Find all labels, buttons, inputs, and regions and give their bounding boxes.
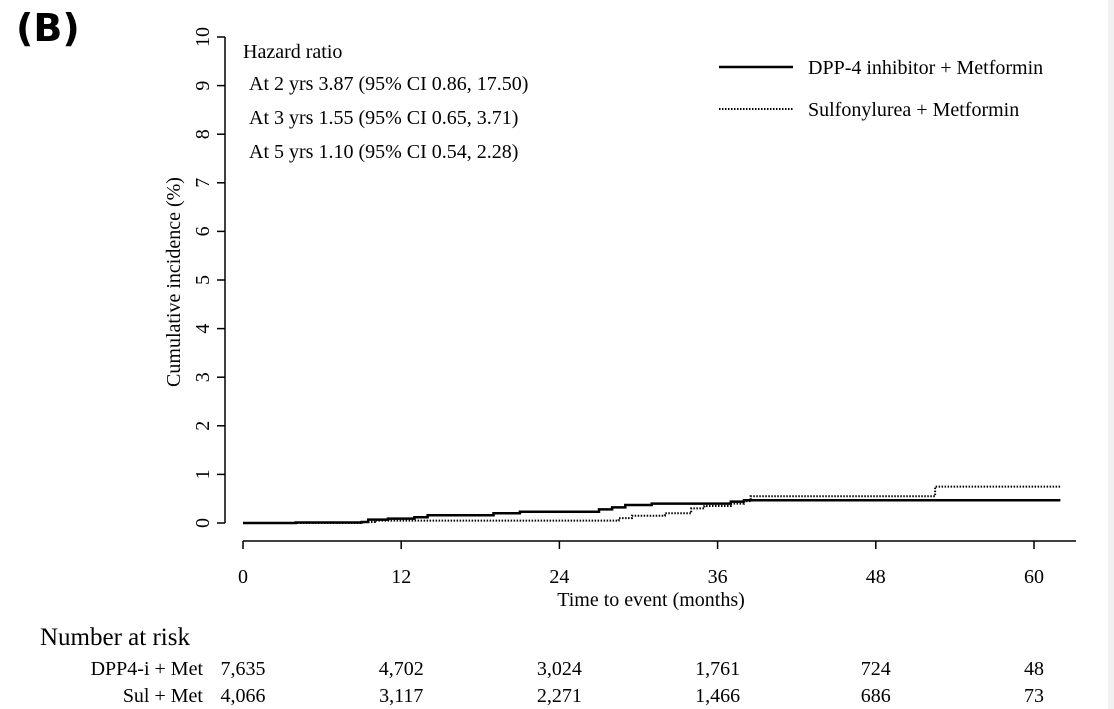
hazard-annotation: Hazard ratio At 2 yrs 3.87 (95% CI 0.86,… xyxy=(243,41,528,163)
y-tick-label: 5 xyxy=(192,275,214,285)
x-tick-label: 0 xyxy=(238,566,248,588)
legend: DPP-4 inhibitor + Metformin Sulfonylurea… xyxy=(719,57,1043,121)
x-tick-label: 36 xyxy=(708,566,728,588)
risk-value: 4,066 xyxy=(221,685,266,707)
y-tick-label: 6 xyxy=(192,226,214,236)
risk-title: Number at risk xyxy=(40,624,190,651)
risk-value: 724 xyxy=(861,658,891,680)
risk-value: 2,271 xyxy=(537,685,582,707)
x-tick-label: 60 xyxy=(1024,566,1044,588)
risk-value: 686 xyxy=(861,685,891,707)
y-tick-label: 1 xyxy=(192,469,214,479)
risk-value: 1,466 xyxy=(695,685,740,707)
hazard-line-1: At 2 yrs 3.87 (95% CI 0.86, 17.50) xyxy=(249,73,528,95)
risk-value: 7,635 xyxy=(221,658,266,680)
y-tick-label: 2 xyxy=(192,421,214,431)
panel-label: (B) xyxy=(16,6,80,50)
series-line-dpp4 xyxy=(243,498,1061,525)
scrollbar[interactable] xyxy=(1108,0,1114,709)
risk-value: 1,761 xyxy=(695,658,740,680)
risk-value: 3,024 xyxy=(537,658,582,680)
risk-value: 73 xyxy=(1024,685,1044,707)
hazard-line-3: At 5 yrs 1.10 (95% CI 0.54, 2.28) xyxy=(249,141,518,163)
risk-value: 3,117 xyxy=(379,685,423,707)
risk-values: 7,635 4,702 3,024 1,761 724 48 4,066 3,117 2,271… xyxy=(221,658,1045,707)
legend-label-dpp4: DPP-4 inhibitor + Metformin xyxy=(808,57,1043,79)
series-layer xyxy=(243,485,1061,525)
hazard-line-2: At 3 yrs 1.55 (95% CI 0.65, 3.71) xyxy=(249,107,518,129)
y-axis-label: Cumulative incidence (%) xyxy=(163,177,185,387)
legend-label-sul: Sulfonylurea + Metformin xyxy=(808,99,1019,121)
risk-row-label: DPP4-i + Met xyxy=(91,658,204,680)
risk-table: Number at risk DPP4-i + Met Sul + Met 7,… xyxy=(40,624,1044,707)
y-tick-label: 7 xyxy=(192,178,214,188)
y-tick-label: 4 xyxy=(192,324,214,334)
risk-value: 4,702 xyxy=(379,658,424,680)
risk-row-label: Sul + Met xyxy=(123,685,204,707)
x-axis-label: Time to event (months) xyxy=(557,589,745,611)
x-tick-label: 24 xyxy=(549,566,569,588)
risk-value: 48 xyxy=(1024,658,1044,680)
y-tick-label: 3 xyxy=(192,372,214,382)
x-tick-label: 12 xyxy=(391,566,411,588)
y-tick-label: 10 xyxy=(192,27,214,47)
x-tick-label: 48 xyxy=(866,566,886,588)
y-tick-label: 0 xyxy=(192,518,214,528)
y-tick-label: 9 xyxy=(192,81,214,91)
hazard-title: Hazard ratio xyxy=(243,41,342,63)
y-tick-label: 8 xyxy=(192,129,214,139)
